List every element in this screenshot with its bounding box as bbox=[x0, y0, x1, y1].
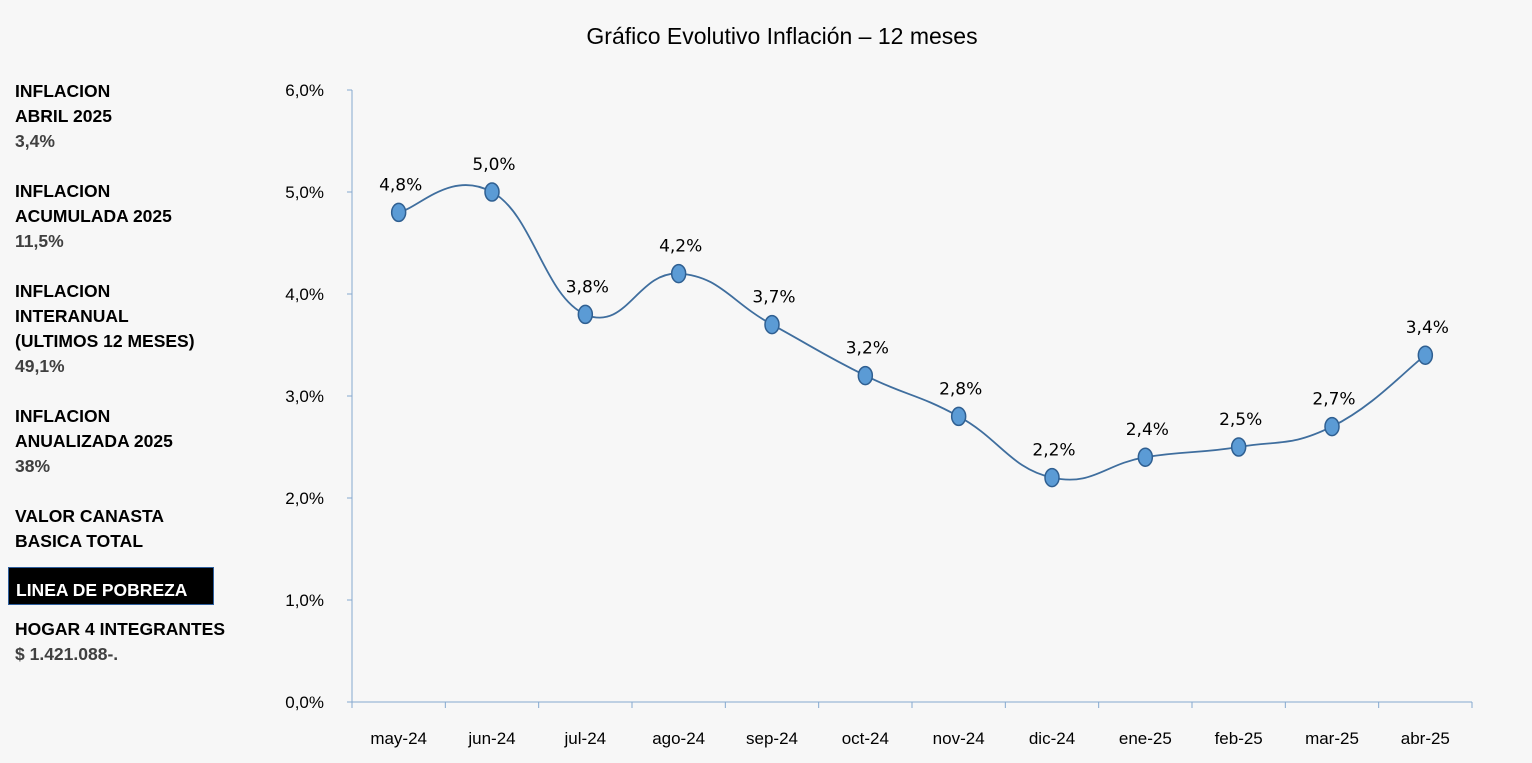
y-tick-label: 3,0% bbox=[285, 387, 324, 406]
x-tick-label: jun-24 bbox=[467, 729, 515, 748]
data-point bbox=[577, 304, 594, 325]
data-point bbox=[1417, 345, 1434, 365]
x-tick-label: nov-24 bbox=[933, 729, 985, 748]
indicators-panel: INFLACION ABRIL 2025 3,4% INFLACION ACUM… bbox=[8, 79, 245, 692]
x-tick-label: dic-24 bbox=[1029, 729, 1075, 748]
chart-series bbox=[390, 182, 1434, 488]
data-point bbox=[857, 365, 874, 386]
data-point bbox=[484, 182, 500, 202]
stat-inflacion-anualizada: INFLACION ANUALIZADA 2025 38% bbox=[15, 404, 245, 479]
stat-value: 3,4% bbox=[15, 131, 55, 151]
x-tick-label: ene-25 bbox=[1119, 729, 1172, 748]
x-tick-label: ago-24 bbox=[652, 729, 705, 748]
stat-inflacion-interanual: INFLACION INTERANUAL (ULTIMOS 12 MESES) … bbox=[15, 279, 245, 379]
stat-value: 38% bbox=[15, 456, 51, 476]
data-point bbox=[1230, 437, 1247, 457]
data-label: 3,2% bbox=[846, 339, 889, 359]
stat-label: INFLACION ABRIL 2025 bbox=[15, 81, 112, 126]
stat-inflacion-acumulada: INFLACION ACUMULADA 2025 11,5% bbox=[15, 179, 245, 254]
data-label: 3,8% bbox=[566, 277, 609, 297]
data-label: 2,4% bbox=[1126, 420, 1169, 440]
canasta-label: VALOR CANASTA BASICA TOTAL bbox=[15, 506, 165, 551]
data-label: 2,8% bbox=[939, 379, 982, 399]
data-label: 4,8% bbox=[379, 175, 422, 195]
stat-label: INFLACION INTERANUAL (ULTIMOS 12 MESES) bbox=[15, 281, 195, 351]
data-label: 4,2% bbox=[659, 237, 702, 257]
y-tick-label: 6,0% bbox=[285, 81, 324, 100]
data-point bbox=[670, 263, 687, 284]
y-tick-label: 0,0% bbox=[285, 693, 324, 712]
stat-value: 11,5% bbox=[15, 231, 64, 251]
x-tick-label: abr-25 bbox=[1401, 729, 1450, 748]
x-tick-label: feb-25 bbox=[1215, 729, 1263, 748]
series-line bbox=[398, 184, 1426, 481]
hogar-label: HOGAR 4 INTEGRANTES bbox=[15, 619, 226, 639]
hogar-block: HOGAR 4 INTEGRANTES $ 1.421.088-. bbox=[15, 617, 245, 667]
y-tick-label: 5,0% bbox=[285, 183, 324, 202]
stat-value: 49,1% bbox=[15, 356, 65, 376]
data-point bbox=[950, 406, 967, 427]
data-label: 3,7% bbox=[752, 288, 795, 308]
data-label: 2,7% bbox=[1312, 390, 1355, 410]
hogar-value: $ 1.421.088-. bbox=[15, 644, 119, 664]
y-tick-label: 1,0% bbox=[285, 591, 324, 610]
data-point bbox=[1044, 467, 1060, 488]
y-tick-label: 2,0% bbox=[285, 489, 324, 508]
x-tick-label: oct-24 bbox=[842, 729, 889, 748]
data-point bbox=[1324, 416, 1340, 437]
stat-label: INFLACION ACUMULADA 2025 bbox=[15, 181, 172, 226]
x-tick-label: jul-24 bbox=[564, 729, 607, 748]
data-point bbox=[764, 314, 780, 335]
stat-inflacion-abril: INFLACION ABRIL 2025 3,4% bbox=[15, 79, 245, 154]
y-tick-label: 4,0% bbox=[285, 285, 324, 304]
data-point bbox=[1137, 447, 1154, 467]
chart-title: Gráfico Evolutivo Inflación – 12 meses bbox=[586, 23, 977, 49]
chart-axes: 0,0% 1,0% 2,0% 3,0% 4,0% 5,0% 6,0% may-24 jun-24… bbox=[285, 81, 1473, 748]
linea-pobreza-banner: LINEA DE POBREZA bbox=[8, 567, 214, 605]
stat-label: INFLACION ANUALIZADA 2025 bbox=[15, 406, 173, 451]
chart-data-labels: 4,8% 5,0% 3,8% 4,2% 3,7% 3,2% 2,8% 2,2% 2,4% 2,5%… bbox=[379, 155, 1449, 461]
data-label: 2,2% bbox=[1032, 441, 1075, 461]
x-tick-label: may-24 bbox=[370, 729, 427, 748]
canasta-basica-heading: VALOR CANASTA BASICA TOTAL bbox=[15, 504, 245, 554]
data-label: 5,0% bbox=[472, 155, 515, 175]
data-label: 3,4% bbox=[1406, 318, 1449, 338]
x-tick-label: mar-25 bbox=[1305, 729, 1359, 748]
data-label: 2,5% bbox=[1219, 410, 1262, 430]
data-point bbox=[390, 202, 407, 223]
x-tick-label: sep-24 bbox=[746, 729, 798, 748]
